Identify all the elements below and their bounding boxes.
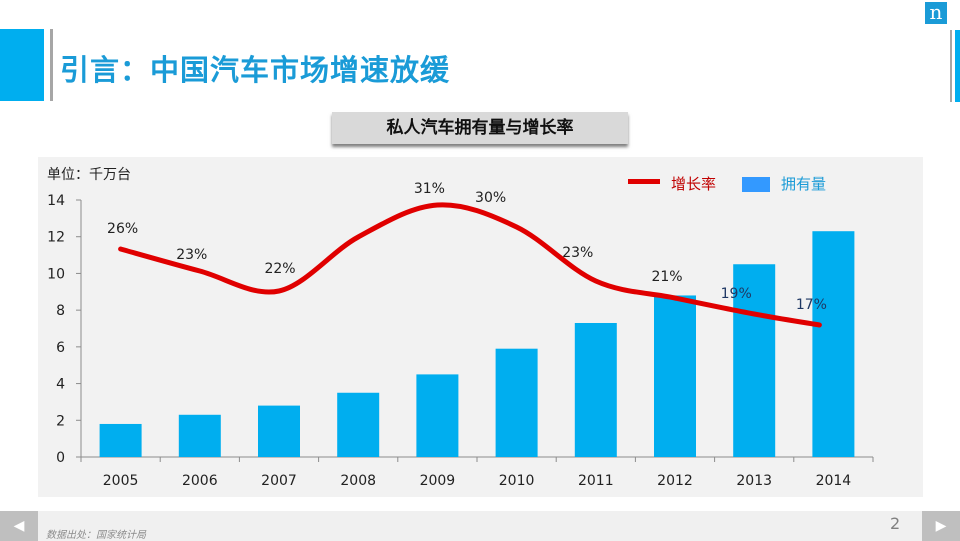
bar (258, 405, 300, 457)
x-tick-label: 2012 (657, 473, 693, 489)
y-tick-label: 4 (56, 377, 65, 393)
axes: 0 2 4 6 8 10 12 14 2005 2006 2007 2008 2009 2010 2011 2… (47, 193, 874, 489)
right-accent-bar (955, 30, 960, 102)
data-label: 26% (107, 221, 138, 237)
bar (99, 423, 142, 457)
x-tick-label: 2011 (578, 473, 614, 489)
header-accent-block (0, 29, 44, 101)
header-divider (50, 29, 53, 101)
legend: 增长率 拥有量 (628, 175, 826, 193)
x-tick-label: 2006 (182, 473, 218, 489)
x-tick-label: 2005 (103, 473, 139, 489)
footer-bar (0, 511, 960, 541)
y-tick-label: 8 (56, 303, 65, 319)
y-tick-label: 0 (56, 450, 65, 466)
brand-logo-icon: n (925, 2, 947, 24)
x-tick-label: 2013 (736, 473, 772, 489)
x-tick-label: 2008 (340, 473, 376, 489)
legend-line-swatch (628, 179, 660, 184)
bar (654, 295, 696, 457)
bar (337, 392, 380, 457)
data-label: 21% (651, 269, 682, 285)
data-label: 30% (475, 190, 506, 206)
data-label: 23% (176, 247, 207, 263)
bar (574, 322, 617, 457)
bar (416, 374, 459, 457)
growth-rate-line (118, 202, 822, 328)
chart-svg: 单位：千万台 0 2 4 6 8 10 12 14 2005 2006 2007 2008 2009 20… (47, 167, 874, 489)
x-tick-label: 2009 (420, 473, 456, 489)
next-slide-button[interactable]: ▶ (922, 511, 960, 541)
y-tick-label: 2 (56, 413, 65, 429)
x-tick-label: 2010 (499, 473, 535, 489)
legend-label-growth: 增长率 (671, 175, 716, 193)
bar (495, 348, 538, 457)
page-title: 引言：中国汽车市场增速放缓 (60, 53, 451, 87)
right-divider (950, 30, 952, 102)
y-tick-label: 14 (47, 193, 65, 209)
data-label: 23% (562, 245, 593, 261)
data-label: 19% (721, 286, 752, 302)
y-tick-label: 6 (56, 340, 65, 356)
data-label: 31% (414, 181, 445, 197)
bar (178, 414, 221, 457)
data-label: 17% (796, 297, 827, 313)
prev-slide-button[interactable]: ◀ (0, 511, 38, 541)
data-label: 22% (264, 261, 295, 277)
legend-label-ownership: 拥有量 (781, 175, 826, 193)
page-number: 2 (890, 514, 901, 533)
y-tick-label: 12 (47, 230, 65, 246)
chart-panel: 单位：千万台 0 2 4 6 8 10 12 14 2005 2006 2007 2008 2009 20… (38, 157, 923, 497)
bar-series (99, 231, 855, 457)
y-tick-label: 10 (47, 266, 65, 282)
x-tick-label: 2014 (816, 473, 852, 489)
bar (733, 264, 776, 457)
chart-title: 私人汽车拥有量与增长率 (332, 112, 628, 144)
unit-label: 单位：千万台 (47, 167, 131, 183)
data-labels: 26% 23% 22% 31% 30% 23% 21% 19% 17% (107, 181, 827, 313)
data-source: 数据出处：国家统计局 (46, 530, 146, 541)
legend-bar-swatch (742, 177, 770, 192)
line-series (118, 202, 822, 328)
x-tick-label: 2007 (261, 473, 297, 489)
bar (812, 231, 855, 457)
